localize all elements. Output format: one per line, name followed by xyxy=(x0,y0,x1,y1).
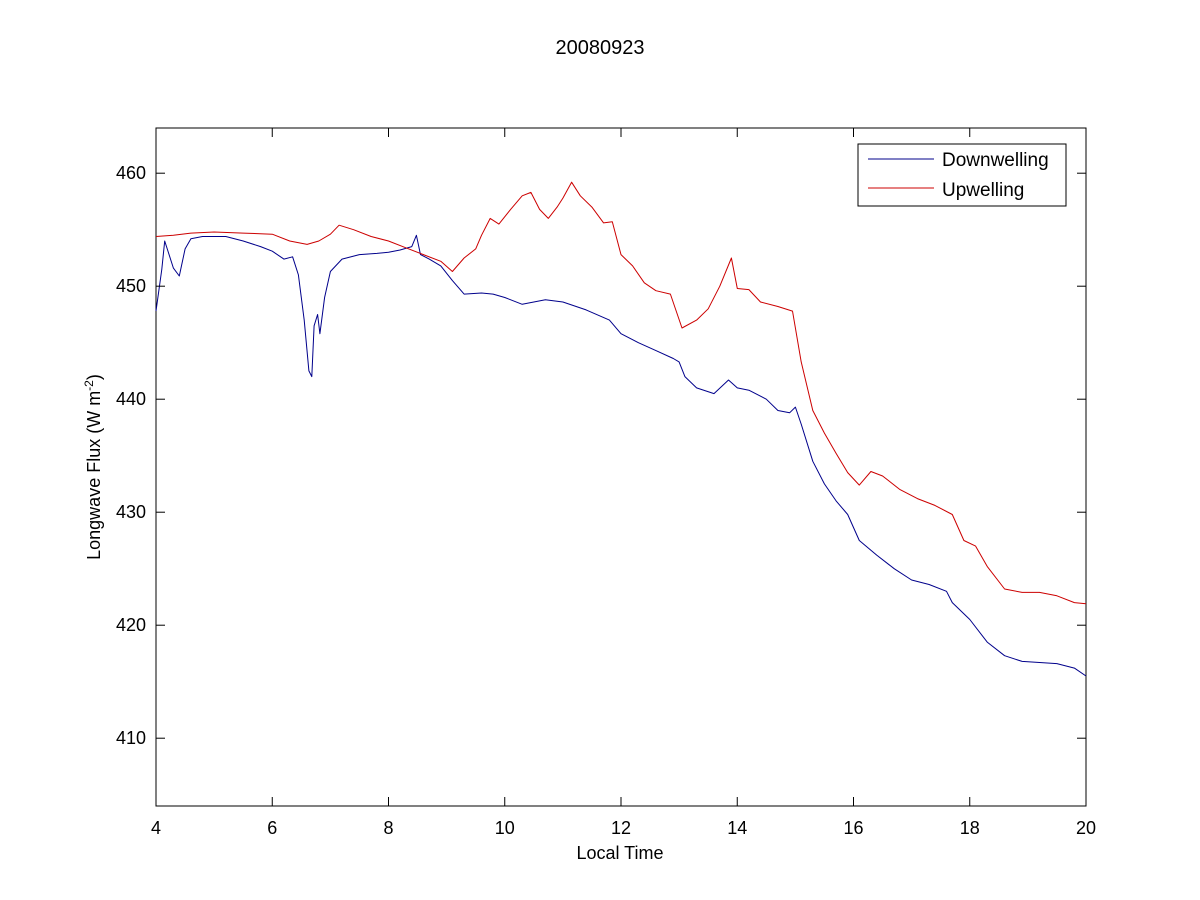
x-tick-label: 8 xyxy=(383,818,393,838)
tick-layer: 4 6 8 10 12 14 16 18 20 410 420 430 440 450 460 xyxy=(116,128,1096,838)
x-tick-label: 10 xyxy=(495,818,515,838)
y-tick-label: 440 xyxy=(116,389,146,409)
y-axis-label-exponent: -2 xyxy=(82,380,96,391)
y-tick-label: 410 xyxy=(116,728,146,748)
chart-title: 20080923 xyxy=(556,37,645,59)
y-tick-label: 420 xyxy=(116,615,146,635)
x-tick-label: 16 xyxy=(843,818,863,838)
x-tick-label: 4 xyxy=(151,818,161,838)
x-tick-label: 6 xyxy=(267,818,277,838)
legend: Downwelling Upwelling xyxy=(857,143,1067,207)
y-axis-label-main: Longwave Flux (W m xyxy=(84,391,104,560)
y-axis-label-close: ) xyxy=(84,374,104,380)
x-tick-label: 14 xyxy=(727,818,747,838)
x-tick-label: 18 xyxy=(960,818,980,838)
legend-label-upwelling: Upwelling xyxy=(942,180,1024,201)
plot-area: 4 6 8 10 12 14 16 18 20 410 420 430 440 450 460 xyxy=(116,127,1096,838)
series-layer xyxy=(155,181,1087,677)
series-line-upwelling xyxy=(155,181,1087,605)
x-tick-label: 20 xyxy=(1076,818,1096,838)
axes-frame xyxy=(155,127,1087,807)
legend-box xyxy=(857,143,1067,207)
x-axis-label: Local Time xyxy=(576,843,663,863)
y-tick-label: 430 xyxy=(116,502,146,522)
x-tick-label: 12 xyxy=(611,818,631,838)
legend-label-downwelling: Downwelling xyxy=(942,150,1049,171)
y-tick-label: 450 xyxy=(116,276,146,296)
series-line-downwelling xyxy=(155,234,1087,677)
y-axis-label: Longwave Flux (W m-2) xyxy=(82,374,104,560)
y-tick-label: 460 xyxy=(116,163,146,183)
